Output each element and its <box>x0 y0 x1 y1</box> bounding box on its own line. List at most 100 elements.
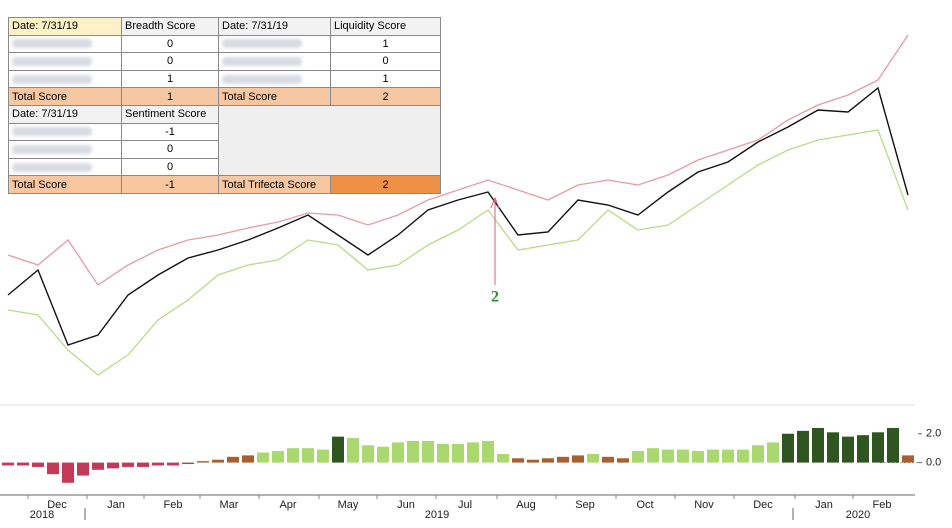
bar <box>557 456 569 463</box>
month-label: May <box>338 499 359 511</box>
bar <box>2 462 14 466</box>
date: Date: 7/31/19 <box>8 17 122 36</box>
month-label: Jun <box>397 499 415 511</box>
bar <box>527 459 539 463</box>
bar <box>902 455 914 463</box>
bar <box>782 433 794 463</box>
month-label: Mar <box>220 499 239 511</box>
blank <box>218 104 441 177</box>
month-label: Aug <box>516 499 536 511</box>
score: 0 <box>121 52 219 71</box>
bar <box>662 449 674 463</box>
bar <box>242 455 254 463</box>
bar <box>257 452 269 463</box>
bar <box>842 436 854 463</box>
bar <box>317 449 329 463</box>
month-label: Sep <box>575 499 595 511</box>
bar <box>287 448 299 463</box>
date: Date: 7/31/19 <box>8 104 122 124</box>
trifecta-label: Total Trifecta Score <box>218 175 331 194</box>
bar <box>332 436 344 463</box>
bar <box>767 442 779 463</box>
bar <box>632 451 644 463</box>
annotation: 2 <box>491 289 499 306</box>
bar <box>107 462 119 469</box>
header: Sentiment Score <box>121 104 219 124</box>
header: Liquidity Score <box>330 17 441 36</box>
score: 1 <box>121 69 219 89</box>
bar <box>407 440 419 463</box>
bar <box>137 462 149 467</box>
bar <box>512 458 524 463</box>
month-label: Feb <box>164 499 183 511</box>
bar <box>362 445 374 463</box>
header: Breadth Score <box>121 17 219 36</box>
total: 1 <box>121 87 219 106</box>
score: -1 <box>121 122 219 142</box>
bar <box>542 458 554 463</box>
series-line <box>7 34 909 286</box>
bar <box>737 449 749 463</box>
bar <box>497 453 509 463</box>
month-label: Nov <box>694 499 714 511</box>
score: 0 <box>121 157 219 177</box>
y2-tick-label: 0.0 <box>926 457 941 469</box>
score: 0 <box>121 34 219 54</box>
score: 1 <box>330 69 441 89</box>
series-line <box>7 129 909 376</box>
month-label: Jan <box>107 499 125 511</box>
bar <box>872 432 884 463</box>
bar <box>752 445 764 463</box>
bar <box>347 438 359 463</box>
bar <box>392 442 404 463</box>
bar <box>152 462 164 466</box>
date: Date: 7/31/19 <box>218 17 331 36</box>
month-label: Feb <box>873 499 892 511</box>
bar <box>722 449 734 463</box>
month-label: Apr <box>279 499 296 511</box>
bar <box>887 427 899 463</box>
total-label: Total Score <box>8 175 122 194</box>
series-line <box>7 86 909 346</box>
bar <box>692 451 704 463</box>
bar <box>857 435 869 463</box>
bar <box>587 453 599 463</box>
score-table: Date: 7/31/19 Breadth Score Date: 7/31/1… <box>8 17 441 194</box>
bar <box>182 462 194 465</box>
bar <box>92 462 104 470</box>
total: 2 <box>330 87 441 106</box>
bar <box>707 449 719 463</box>
bar <box>212 459 224 463</box>
total: -1 <box>121 175 219 194</box>
bar <box>17 462 29 466</box>
bar <box>422 440 434 463</box>
bar <box>197 461 209 463</box>
month-label: Dec <box>753 499 773 511</box>
bar <box>62 462 74 483</box>
bar <box>32 462 44 467</box>
bar <box>122 462 134 467</box>
score: 1 <box>330 34 441 54</box>
bar <box>272 451 284 463</box>
month-label: Jan <box>815 499 833 511</box>
bar <box>227 456 239 463</box>
y2-tick-label: 2.0 <box>926 428 941 440</box>
bar <box>827 432 839 463</box>
bar <box>437 443 449 463</box>
month-label: Jul <box>458 499 472 511</box>
bar <box>47 462 59 475</box>
bar <box>797 430 809 463</box>
month-label: Oct <box>636 499 653 511</box>
bar <box>77 462 89 476</box>
bar <box>482 440 494 463</box>
bar <box>302 448 314 463</box>
year-label: 2019 <box>425 509 449 521</box>
year-label: 2020 <box>846 509 870 521</box>
total-label: Total Score <box>218 87 331 106</box>
bar <box>617 458 629 463</box>
month-label: Dec <box>47 499 67 511</box>
bar <box>377 446 389 463</box>
score: 0 <box>330 52 441 71</box>
bar <box>572 455 584 463</box>
